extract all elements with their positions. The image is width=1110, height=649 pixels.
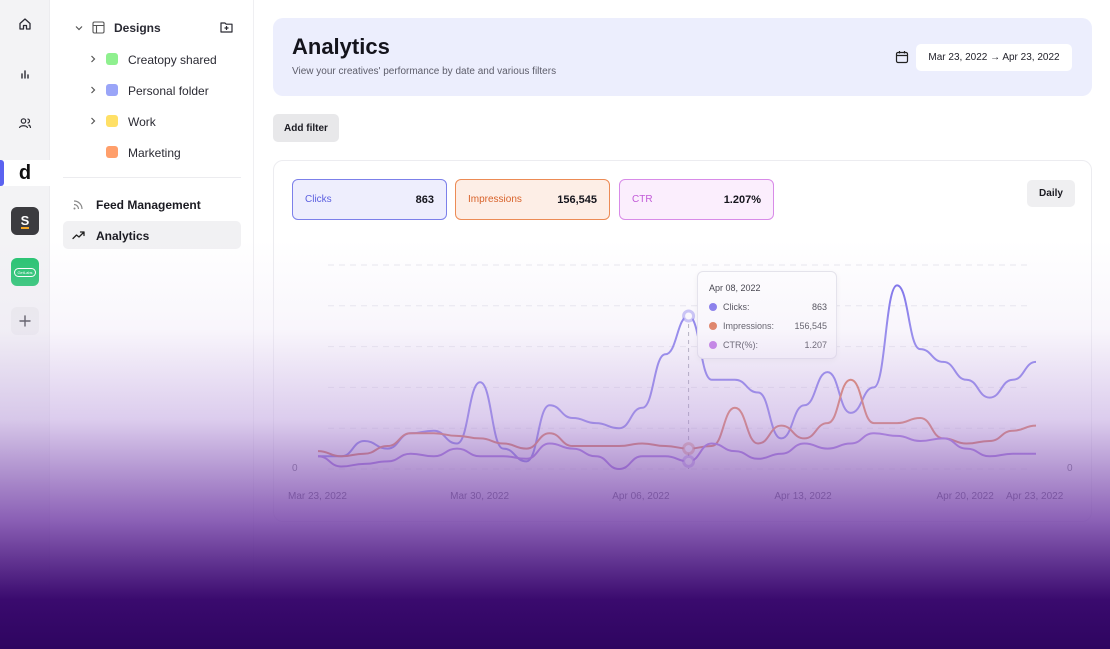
- sidebar-divider: [63, 177, 241, 178]
- folder-color-swatch: [106, 53, 118, 65]
- folder-item[interactable]: Work: [50, 109, 254, 133]
- sidebar: Designs Creatopy shared Personal folder …: [50, 0, 254, 649]
- s-app-icon[interactable]: S: [11, 207, 39, 235]
- tooltip-value: 156,545: [794, 321, 827, 331]
- folder-label: Marketing: [128, 146, 181, 160]
- d-logo-letter: d: [18, 161, 32, 184]
- highlight-point-impressions[interactable]: [682, 442, 696, 456]
- x-axis-tick-label: Mar 30, 2022: [450, 491, 510, 502]
- sidebar-item-feed-management[interactable]: Feed Management: [63, 191, 241, 219]
- trending-up-icon: [72, 229, 85, 244]
- x-axis-tick-label: Apr 06, 2022: [612, 491, 670, 502]
- chevron-right-icon[interactable]: [88, 53, 98, 67]
- series-line-clicks: [318, 284, 1037, 463]
- tooltip-value: 1.207: [804, 340, 827, 350]
- tooltip-row-clicks: Clicks: 863: [709, 301, 827, 313]
- page-header: Analytics View your creatives' performan…: [273, 18, 1092, 96]
- designs-folder-header[interactable]: Designs: [50, 16, 254, 40]
- tooltip-label: CTR(%):: [723, 340, 758, 350]
- chart-tooltip: Apr 08, 2022 Clicks: 863 Impressions: 15…: [697, 271, 837, 359]
- x-axis-tick-label: Mar 23, 2022: [288, 491, 347, 502]
- series-dot: [709, 322, 717, 330]
- chart-card: Clicks 863 Impressions 156,545 CTR 1.207…: [273, 160, 1092, 522]
- folder-color-swatch: [106, 115, 118, 127]
- y-axis-left-tick: 0: [292, 463, 298, 474]
- green-app-text: GetLabs: [14, 267, 36, 277]
- home-icon[interactable]: [11, 10, 39, 38]
- highlight-point-ctr[interactable]: [682, 454, 696, 468]
- designs-label: Designs: [114, 21, 161, 35]
- page-title: Analytics: [292, 34, 390, 59]
- add-filter-button[interactable]: Add filter: [273, 114, 339, 142]
- tooltip-label: Clicks:: [723, 302, 750, 312]
- folder-item[interactable]: Creatopy shared: [50, 47, 254, 71]
- folder-label: Creatopy shared: [128, 53, 217, 67]
- green-app-icon[interactable]: GetLabs: [11, 258, 39, 286]
- folder-color-swatch: [106, 84, 118, 96]
- x-axis-tick-label: Apr 13, 2022: [774, 491, 832, 502]
- s-app-letter: S: [20, 212, 30, 229]
- series-line-impressions: [317, 378, 1037, 458]
- tooltip-row-ctr: CTR(%): 1.207: [709, 339, 827, 351]
- folder-label: Work: [128, 115, 156, 129]
- series-line-ctr: [317, 432, 1036, 470]
- users-icon[interactable]: [11, 109, 39, 137]
- tooltip-label: Impressions:: [723, 321, 775, 331]
- chevron-right-icon[interactable]: [88, 115, 98, 129]
- x-axis-tick-label: Apr 20, 2022: [936, 491, 994, 502]
- series-dot: [709, 303, 717, 311]
- bar-chart-icon[interactable]: [11, 60, 39, 88]
- folder-label: Personal folder: [128, 84, 209, 98]
- y-axis-right-tick: 0: [1067, 463, 1073, 474]
- folder-item[interactable]: Marketing: [50, 140, 254, 164]
- x-axis-tick-label: Apr 23, 2022: [1006, 491, 1064, 502]
- rss-icon: [72, 199, 84, 214]
- folder-color-swatch: [106, 146, 118, 158]
- layout-icon: [92, 21, 105, 37]
- sidebar-item-label: Feed Management: [96, 198, 201, 212]
- tooltip-row-impressions: Impressions: 156,545: [709, 320, 827, 332]
- tooltip-date: Apr 08, 2022: [709, 283, 761, 293]
- line-chart: [317, 264, 1037, 470]
- plus-icon[interactable]: [11, 307, 39, 335]
- folder-item[interactable]: Personal folder: [50, 78, 254, 102]
- sidebar-item-analytics[interactable]: Analytics: [63, 221, 241, 249]
- highlight-point-clicks[interactable]: [682, 309, 696, 323]
- d-logo-icon[interactable]: d: [11, 159, 39, 187]
- chevron-down-icon[interactable]: [74, 22, 84, 36]
- sidebar-item-label: Analytics: [96, 229, 150, 243]
- page-subtitle: View your creatives' performance by date…: [292, 66, 557, 77]
- app-rail: d S GetLabs: [0, 0, 50, 649]
- new-folder-icon[interactable]: [220, 21, 233, 36]
- series-dot: [709, 341, 717, 349]
- chevron-right-icon[interactable]: [88, 84, 98, 98]
- date-range-picker[interactable]: Mar 23, 2022 → Apr 23, 2022: [916, 44, 1072, 71]
- calendar-icon[interactable]: [895, 50, 909, 69]
- tooltip-value: 863: [811, 302, 827, 312]
